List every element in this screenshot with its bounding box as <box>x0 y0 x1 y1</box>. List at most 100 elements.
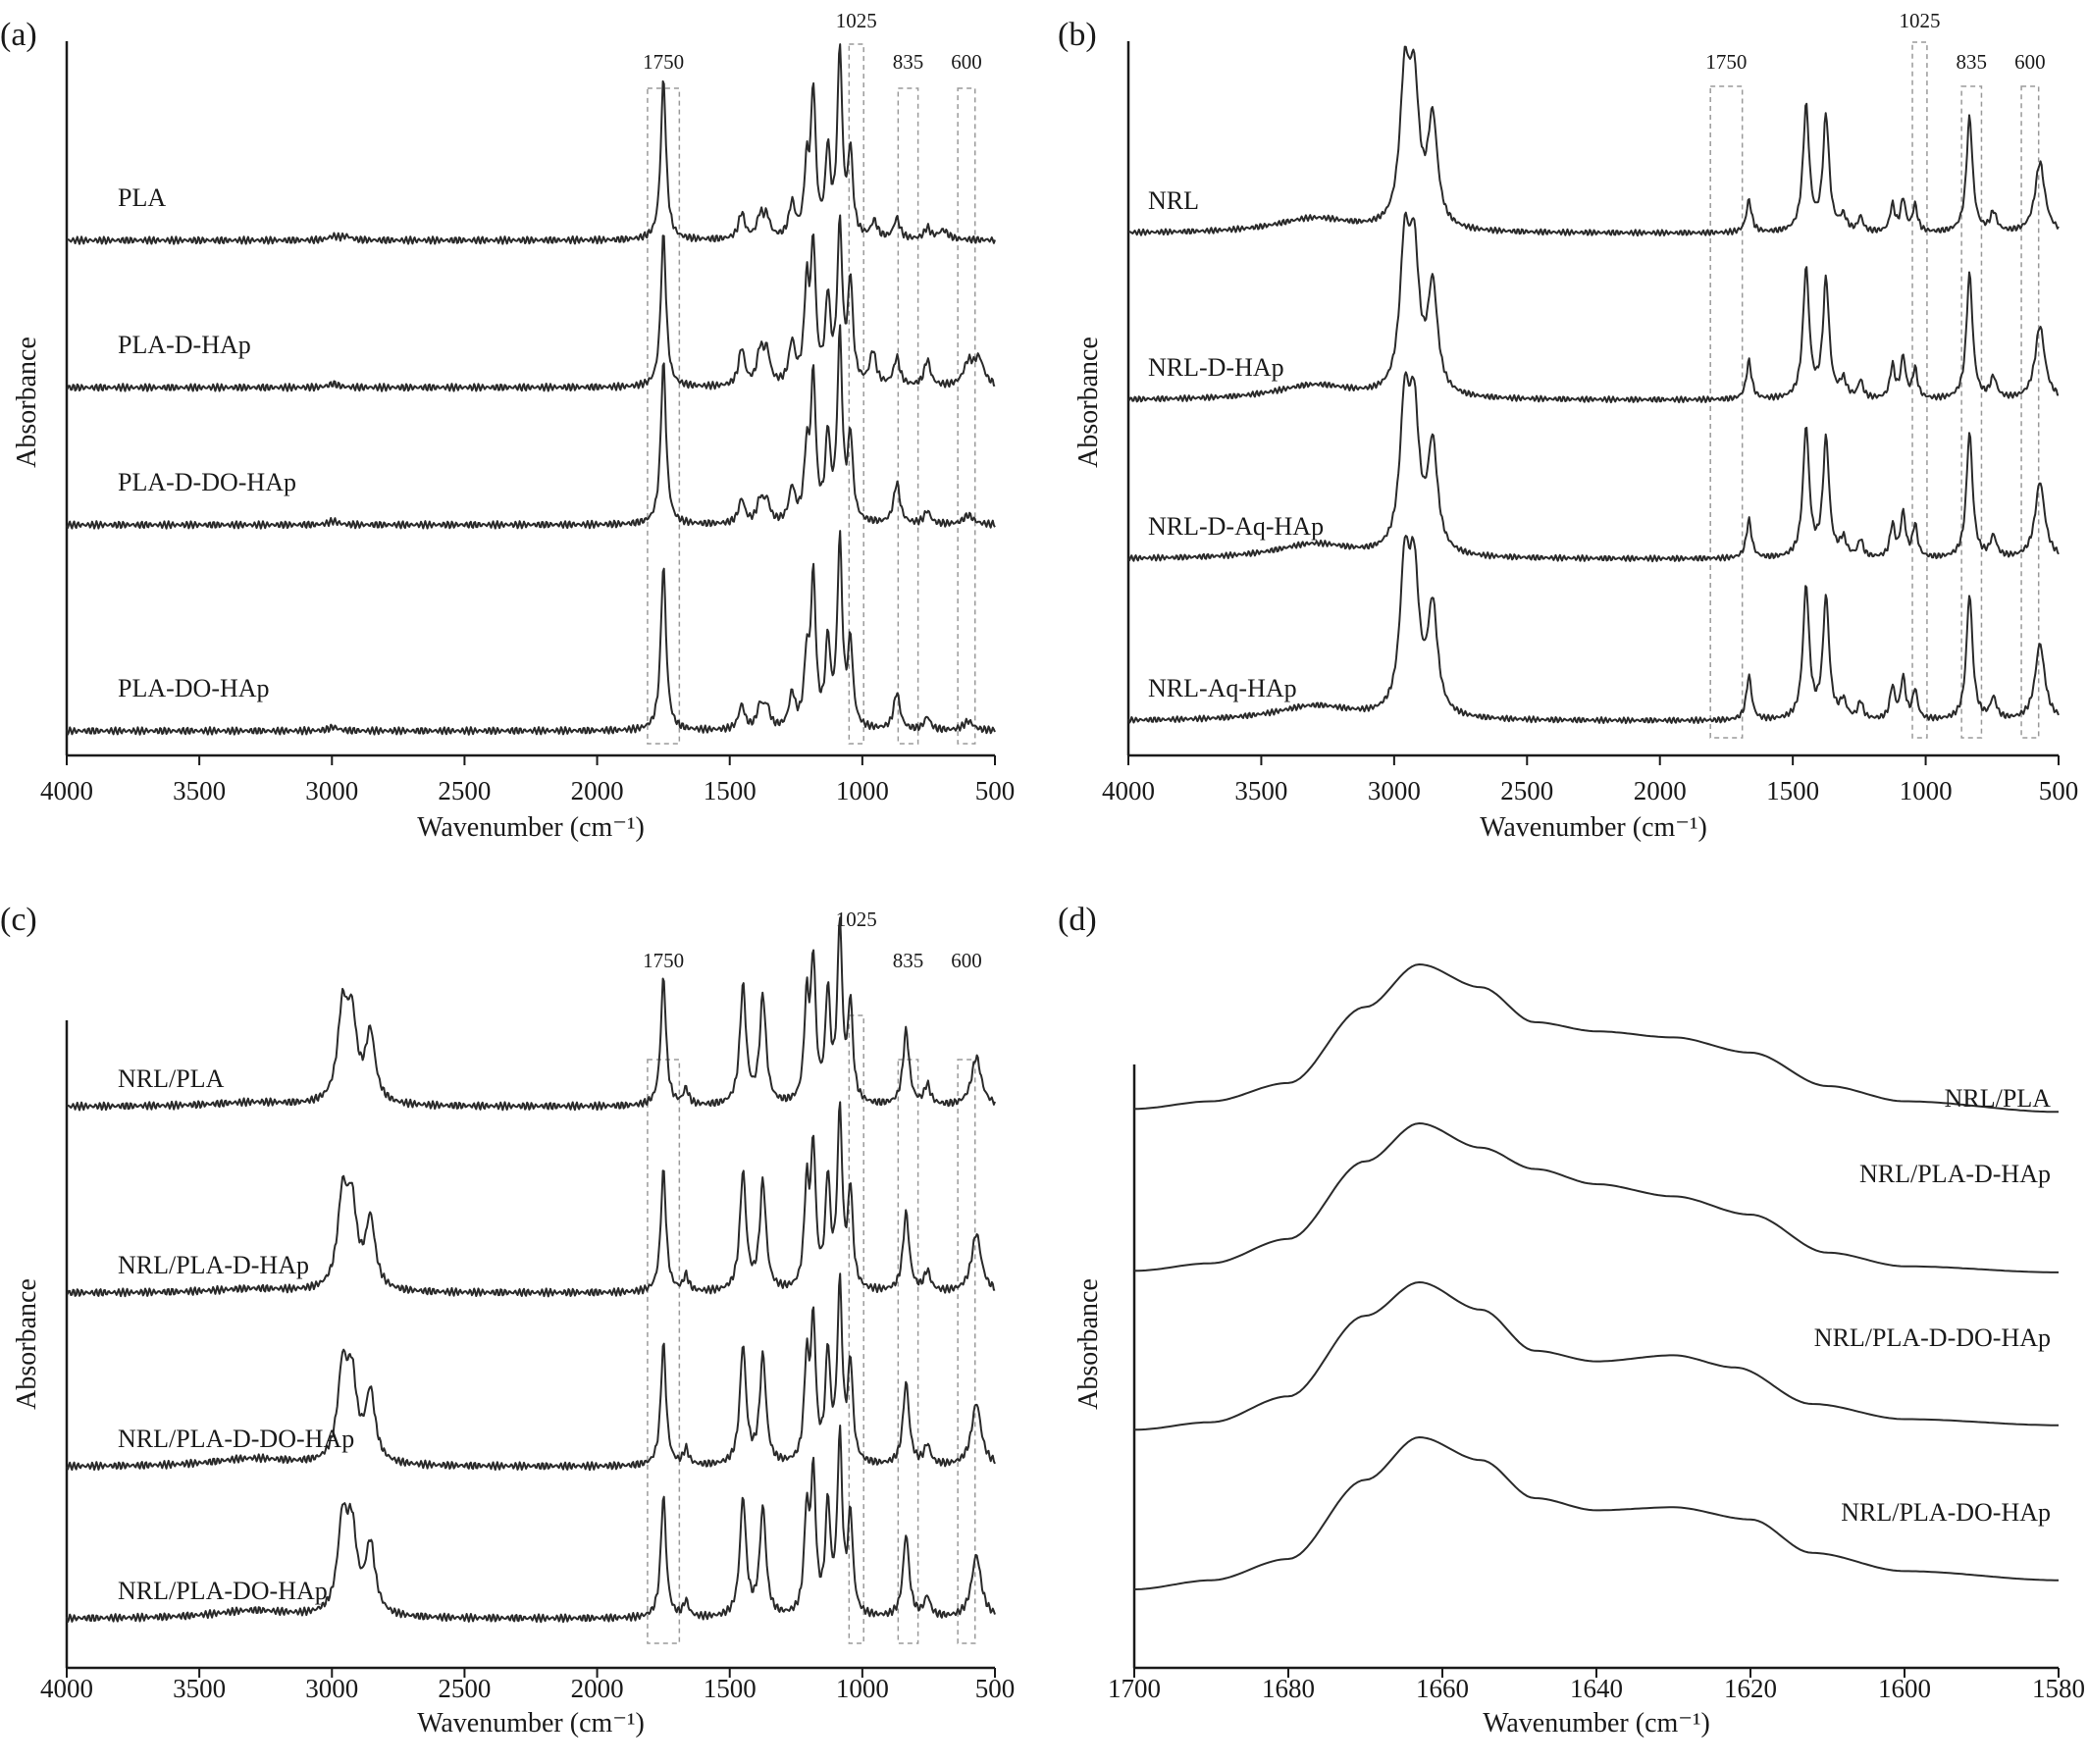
panel-b: (b) 4000 3500 3000 2500 2000 1500 1000 500 Wavenu… <box>1058 9 2078 843</box>
series-trace <box>66 1101 996 1298</box>
series-label: NRL-D-Aq-HAp <box>1148 512 1324 541</box>
band-label-1025: 1025 <box>836 908 877 931</box>
series-trace <box>66 916 996 1112</box>
band-box-1025 <box>848 43 864 745</box>
y-axis-title: Absorbance <box>1073 337 1104 468</box>
x-tick-label: 2000 <box>571 776 624 805</box>
series-label: NRL-Aq-HAp <box>1148 674 1297 702</box>
series-label: NRL/PLA-D-HAp <box>1859 1160 2051 1188</box>
band-label-1025: 1025 <box>1899 9 1940 32</box>
x-tick-label: 3500 <box>173 1674 226 1703</box>
panel-letter: (c) <box>0 902 37 938</box>
x-tick-label: 3000 <box>1368 776 1421 805</box>
series-label: NRL/PLA <box>118 1064 225 1093</box>
x-tick-label: 2500 <box>438 776 491 805</box>
x-tick-label: 1680 <box>1262 1674 1315 1703</box>
band-box-1750 <box>647 87 681 745</box>
x-tick-label: 1000 <box>836 776 889 805</box>
series-label: PLA-DO-HAp <box>118 674 270 702</box>
series-label: NRL/PLA-DO-HAp <box>118 1577 328 1605</box>
band-box-1750 <box>647 1059 681 1644</box>
x-tick-label: 2500 <box>438 1674 491 1703</box>
series-trace <box>66 1272 996 1472</box>
x-tick-label: 1600 <box>1878 1674 1931 1703</box>
band-box-1750 <box>1709 85 1744 739</box>
x-tick-label: 2000 <box>571 1674 624 1703</box>
x-axis-title: Wavenumber (cm⁻¹) <box>417 1708 645 1738</box>
band-box-600 <box>957 87 976 745</box>
x-tick-label: 1500 <box>704 776 757 805</box>
panel-letter: (d) <box>1058 902 1097 938</box>
x-tick-label: 1500 <box>1766 776 1819 805</box>
series-trace <box>66 214 996 392</box>
band-label-1750: 1750 <box>643 50 684 74</box>
series-trace <box>1134 1122 2059 1273</box>
x-tick-label: 1700 <box>1108 1674 1161 1703</box>
series-label: NRL/PLA <box>1945 1084 2052 1113</box>
x-tick-label: 4000 <box>40 776 93 805</box>
series-label: PLA-D-HAp <box>118 331 251 359</box>
y-axis-title: Absorbance <box>12 337 42 468</box>
band-label-600: 600 <box>951 50 982 74</box>
band-label-1025: 1025 <box>836 9 877 32</box>
x-tick-label: 3500 <box>1234 776 1287 805</box>
x-tick-label: 2000 <box>1634 776 1687 805</box>
series-label: PLA-D-DO-HAp <box>118 468 296 496</box>
x-tick-label: 1000 <box>1900 776 1953 805</box>
series-trace <box>66 1425 996 1624</box>
series-label: NRL/PLA-D-DO-HAp <box>118 1425 354 1453</box>
band-box-600 <box>957 1059 976 1644</box>
series-trace <box>66 324 996 530</box>
band-label-835: 835 <box>1957 50 1988 74</box>
panel-a: (a) 4000 3500 3000 2500 2000 1500 1000 500 Wavenu… <box>0 9 1015 843</box>
band-label-835: 835 <box>893 50 924 74</box>
band-box-835 <box>897 87 919 745</box>
x-tick-label: 1660 <box>1416 1674 1469 1703</box>
panel-letter: (a) <box>0 17 37 53</box>
series-label: PLA <box>118 183 166 212</box>
band-label-600: 600 <box>951 949 982 972</box>
y-axis-title: Absorbance <box>1073 1278 1104 1410</box>
x-tick-label: 500 <box>975 776 1016 805</box>
series-label: NRL <box>1148 186 1199 215</box>
x-tick-label: 1620 <box>1724 1674 1777 1703</box>
series-trace <box>1127 45 2060 237</box>
series-trace <box>66 43 996 245</box>
x-tick-label: 4000 <box>1102 776 1155 805</box>
series-trace <box>1133 963 2059 1114</box>
x-tick-label: 1500 <box>704 1674 757 1703</box>
series-trace <box>66 530 996 736</box>
x-tick-label: 500 <box>2039 776 2079 805</box>
series-label: NRL/PLA-D-HAp <box>118 1251 309 1279</box>
x-tick-label: 3500 <box>173 776 226 805</box>
band-label-600: 600 <box>2014 50 2046 74</box>
x-axis-title: Wavenumber (cm⁻¹) <box>1480 812 1707 843</box>
panel-d: (d) 1700 1680 1660 1640 1620 1600 1580 Wavenumbe… <box>1058 902 2085 1738</box>
band-box-1025 <box>848 1014 864 1644</box>
x-tick-label: 3000 <box>305 1674 358 1703</box>
band-label-1750: 1750 <box>1705 50 1747 74</box>
band-label-1750: 1750 <box>643 949 684 972</box>
x-axis-title: Wavenumber (cm⁻¹) <box>417 812 645 843</box>
series-label: NRL-D-HAp <box>1148 353 1284 382</box>
x-tick-label: 3000 <box>305 776 358 805</box>
series-label: NRL/PLA-DO-HAp <box>1841 1498 2051 1527</box>
x-tick-label: 4000 <box>40 1674 93 1703</box>
series-label: NRL/PLA-D-DO-HAp <box>1814 1323 2051 1352</box>
series-trace <box>1127 211 2060 404</box>
band-box-1025 <box>1911 41 1928 739</box>
series-trace <box>1127 535 2060 725</box>
series-trace <box>1134 1281 2059 1431</box>
band-label-835: 835 <box>893 949 924 972</box>
band-box-835 <box>897 1059 919 1644</box>
x-axis-title: Wavenumber (cm⁻¹) <box>1483 1708 1710 1738</box>
x-tick-label: 1000 <box>836 1674 889 1703</box>
panel-c: (c) 4000 3500 3000 2500 2000 1500 1000 500 Wavenu… <box>0 902 1015 1738</box>
band-box-835 <box>1960 85 1983 739</box>
series-trace <box>1133 1436 2059 1590</box>
series-trace <box>1127 371 2060 563</box>
panel-letter: (b) <box>1058 17 1097 53</box>
x-tick-label: 1580 <box>2032 1674 2085 1703</box>
y-axis-title: Absorbance <box>12 1278 42 1410</box>
